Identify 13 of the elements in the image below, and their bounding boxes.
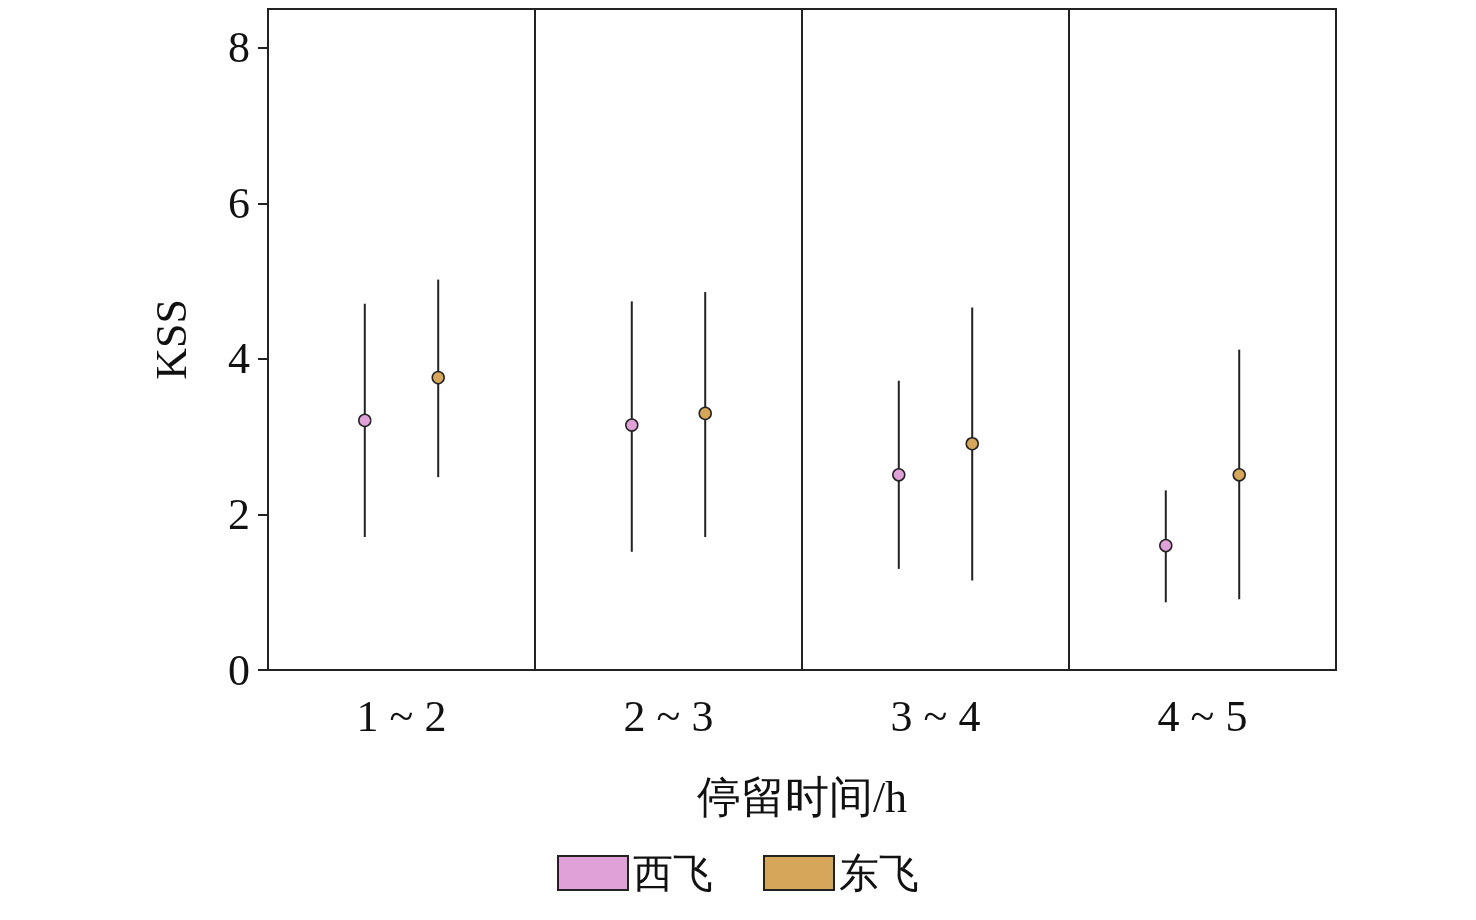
y-tick-label: 4 (228, 334, 250, 384)
legend-label: 西飞 (633, 850, 713, 896)
y-tick-label: 6 (228, 178, 250, 228)
x-axis-title: 停留时间/h (696, 772, 908, 822)
x-tick-label: 4 ~ 5 (1157, 691, 1248, 741)
legend-label: 东飞 (839, 850, 919, 896)
y-axis-title: KSS (146, 299, 196, 380)
x-tick-label: 3 ~ 4 (890, 691, 981, 741)
y-tick-label: 2 (228, 489, 250, 539)
x-tick-label: 1 ~ 2 (356, 691, 447, 741)
y-tick-label: 8 (228, 23, 250, 73)
y-tick-label: 0 (228, 645, 250, 695)
x-tick-label: 2 ~ 3 (623, 691, 714, 741)
